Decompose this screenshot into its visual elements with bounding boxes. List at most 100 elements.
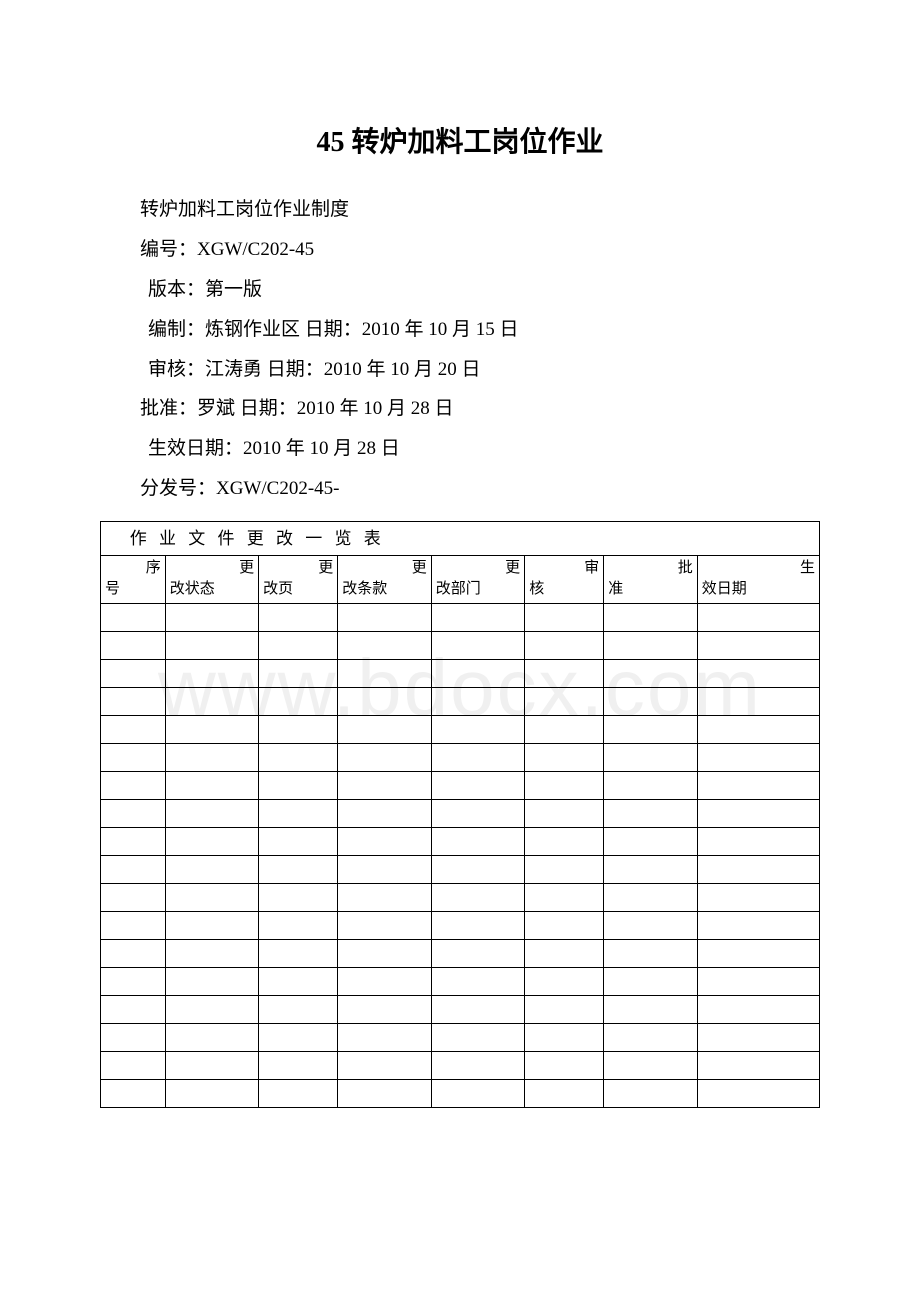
table-cell — [101, 996, 166, 1024]
table-cell — [165, 660, 258, 688]
table-row — [101, 688, 820, 716]
table-cell — [101, 604, 166, 632]
table-cell — [259, 856, 338, 884]
table-cell — [697, 604, 819, 632]
table-row — [101, 828, 820, 856]
column-header-0: 序号 — [101, 556, 166, 604]
table-cell — [101, 968, 166, 996]
table-cell — [525, 968, 604, 996]
column-header-5: 审核 — [525, 556, 604, 604]
column-header-bottom-1: 改状态 — [170, 579, 254, 600]
column-header-top-3: 更 — [342, 558, 426, 579]
table-cell — [259, 1052, 338, 1080]
column-header-top-0: 序 — [105, 558, 161, 579]
table-cell — [604, 716, 697, 744]
table-row — [101, 884, 820, 912]
table-cell — [604, 996, 697, 1024]
table-cell — [338, 968, 431, 996]
table-cell — [604, 884, 697, 912]
table-cell — [525, 912, 604, 940]
table-cell — [165, 688, 258, 716]
column-header-top-4: 更 — [436, 558, 520, 579]
column-header-top-7: 生 — [702, 558, 815, 579]
table-cell — [101, 1052, 166, 1080]
table-cell — [165, 632, 258, 660]
table-row — [101, 968, 820, 996]
column-header-6: 批准 — [604, 556, 697, 604]
table-row — [101, 604, 820, 632]
column-header-bottom-3: 改条款 — [342, 579, 426, 600]
table-cell — [431, 660, 524, 688]
table-cell — [604, 1052, 697, 1080]
table-cell — [525, 660, 604, 688]
table-cell — [431, 800, 524, 828]
table-cell — [604, 772, 697, 800]
table-cell — [604, 968, 697, 996]
table-cell — [525, 1052, 604, 1080]
table-cell — [101, 912, 166, 940]
table-cell — [338, 660, 431, 688]
table-cell — [165, 968, 258, 996]
table-cell — [697, 800, 819, 828]
table-cell — [604, 632, 697, 660]
column-header-top-2: 更 — [263, 558, 333, 579]
table-cell — [431, 772, 524, 800]
table-cell — [604, 744, 697, 772]
table-cell — [165, 996, 258, 1024]
table-cell — [525, 828, 604, 856]
table-cell — [338, 1052, 431, 1080]
meta-document-number: 编号：XGW/C202-45 — [100, 230, 820, 270]
column-header-bottom-5: 核 — [529, 579, 599, 600]
column-header-3: 更改条款 — [338, 556, 431, 604]
table-cell — [259, 716, 338, 744]
meta-version: 版本：第一版 — [100, 270, 820, 310]
table-title-row: 作 业 文 件 更 改 一 览 表 — [101, 522, 820, 556]
table-row — [101, 744, 820, 772]
table-cell — [165, 1052, 258, 1080]
table-cell — [431, 688, 524, 716]
table-cell — [697, 940, 819, 968]
table-cell — [431, 996, 524, 1024]
meta-distribution-number: 分发号：XGW/C202-45- — [100, 469, 820, 509]
table-cell — [101, 800, 166, 828]
table-cell — [697, 1024, 819, 1052]
table-cell — [165, 828, 258, 856]
column-header-top-6: 批 — [608, 558, 692, 579]
column-header-4: 更改部门 — [431, 556, 524, 604]
column-header-bottom-4: 改部门 — [436, 579, 520, 600]
document-content: 45 转炉加料工岗位作业 转炉加料工岗位作业制度 编号：XGW/C202-45 … — [100, 120, 820, 1108]
table-title-text: 作 业 文 件 更 改 一 览 表 — [130, 529, 385, 548]
table-title-cell: 作 业 文 件 更 改 一 览 表 — [101, 522, 820, 556]
table-cell — [697, 828, 819, 856]
column-header-2: 更改页 — [259, 556, 338, 604]
table-cell — [525, 996, 604, 1024]
table-cell — [697, 1052, 819, 1080]
table-cell — [101, 1024, 166, 1052]
table-cell — [338, 1080, 431, 1108]
table-cell — [697, 772, 819, 800]
column-header-1: 更改状态 — [165, 556, 258, 604]
table-cell — [101, 884, 166, 912]
table-cell — [431, 716, 524, 744]
table-cell — [431, 744, 524, 772]
table-cell — [259, 996, 338, 1024]
table-cell — [338, 632, 431, 660]
table-cell — [525, 856, 604, 884]
table-cell — [101, 660, 166, 688]
table-cell — [431, 1052, 524, 1080]
table-row — [101, 912, 820, 940]
table-cell — [165, 940, 258, 968]
table-cell — [697, 744, 819, 772]
table-cell — [338, 912, 431, 940]
table-cell — [697, 968, 819, 996]
table-cell — [101, 828, 166, 856]
column-header-bottom-6: 准 — [608, 579, 692, 600]
table-cell — [165, 604, 258, 632]
table-cell — [101, 1080, 166, 1108]
column-header-bottom-0: 号 — [105, 579, 161, 600]
table-cell — [338, 940, 431, 968]
meta-effective-date: 生效日期：2010 年 10 月 28 日 — [100, 429, 820, 469]
table-cell — [165, 716, 258, 744]
table-cell — [259, 800, 338, 828]
table-cell — [259, 1080, 338, 1108]
